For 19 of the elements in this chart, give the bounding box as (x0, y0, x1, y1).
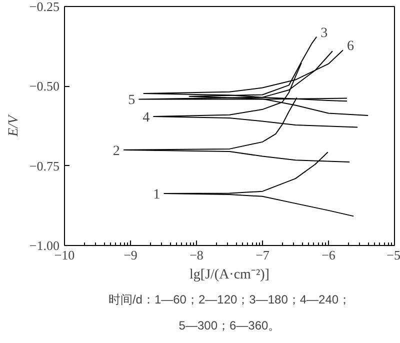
y-tick-label: −0.25 (29, 0, 60, 14)
y-tick-label: −0.50 (29, 78, 60, 94)
text: 5—300；6—360。 (178, 318, 280, 332)
annotation: 2 (112, 144, 120, 159)
x-tick-label: −9 (124, 248, 138, 262)
x-tick-label: −7 (256, 248, 270, 262)
y-axis-title: E/V (6, 114, 22, 138)
annotation: 3 (320, 26, 328, 41)
y-tick-label: −1.00 (29, 238, 60, 253)
x-tick-label: −8 (190, 248, 204, 262)
text: 时间/d：1—60；2—120；3—180；4—240； (108, 292, 351, 306)
x-axis-title: lg[J/(A·cm⁻²)] (190, 268, 270, 282)
x-tick-label: −6 (322, 248, 336, 262)
annotation: 6 (347, 39, 354, 54)
annotation: 1 (153, 188, 160, 203)
x-tick-label: −5 (386, 248, 400, 262)
annotation: 4 (142, 110, 150, 126)
annotation: 5 (128, 93, 136, 108)
y-tick-label: −0.75 (29, 158, 60, 174)
